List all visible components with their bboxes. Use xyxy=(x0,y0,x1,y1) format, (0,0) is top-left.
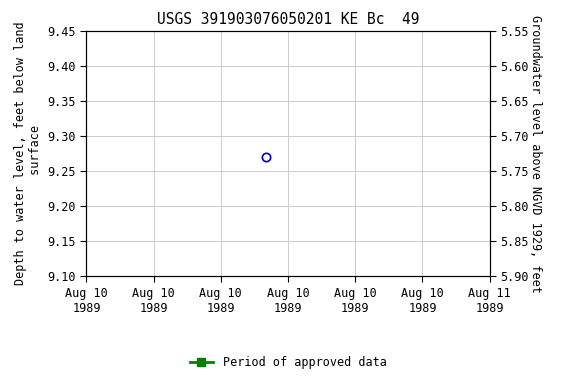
Title: USGS 391903076050201 KE Bc  49: USGS 391903076050201 KE Bc 49 xyxy=(157,12,419,27)
Legend: Period of approved data: Period of approved data xyxy=(185,351,391,374)
Y-axis label: Depth to water level, feet below land
 surface: Depth to water level, feet below land su… xyxy=(14,22,42,285)
Y-axis label: Groundwater level above NGVD 1929, feet: Groundwater level above NGVD 1929, feet xyxy=(529,15,543,293)
